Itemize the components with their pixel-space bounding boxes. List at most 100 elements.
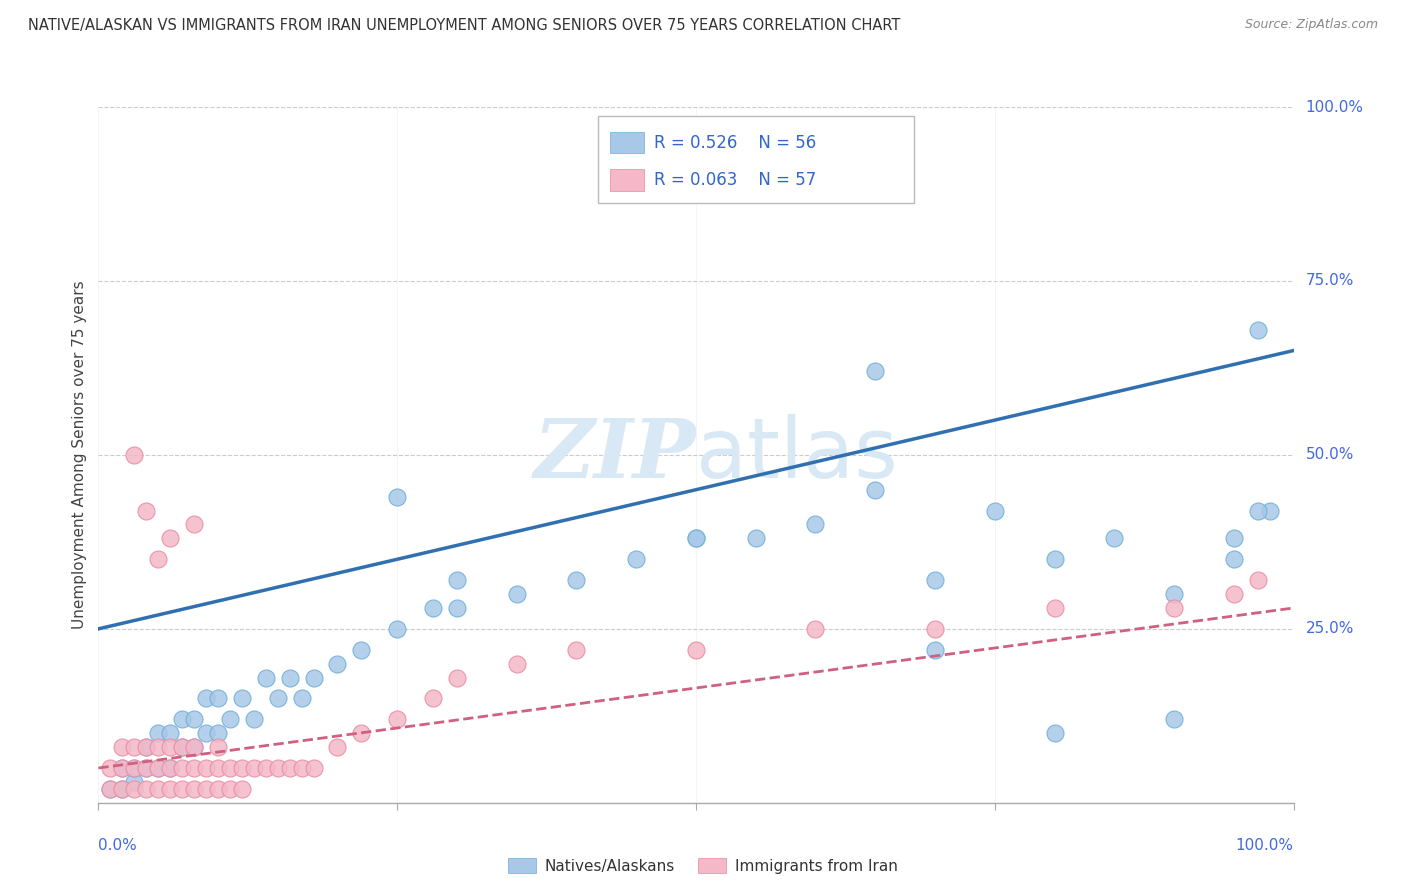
Point	[98, 761, 122, 775]
Point	[254, 671, 277, 685]
Point	[159, 761, 181, 775]
Point	[159, 781, 181, 796]
Point	[111, 740, 134, 755]
Text: atlas: atlas	[696, 415, 897, 495]
Point	[278, 671, 301, 685]
Text: 0.0%: 0.0%	[98, 838, 138, 853]
Point	[685, 532, 707, 546]
Point	[135, 761, 157, 775]
Point	[326, 657, 349, 671]
Point	[172, 781, 194, 796]
Point	[98, 781, 122, 796]
Point	[1163, 601, 1185, 615]
Point	[148, 726, 170, 740]
Point	[385, 490, 409, 504]
Point	[183, 712, 205, 726]
Point	[159, 740, 181, 755]
Point	[231, 691, 253, 706]
Point	[1246, 503, 1268, 517]
Point	[624, 552, 647, 566]
Text: ZIP: ZIP	[533, 415, 696, 495]
Point	[207, 781, 229, 796]
Point	[506, 657, 529, 671]
Text: NATIVE/ALASKAN VS IMMIGRANTS FROM IRAN UNEMPLOYMENT AMONG SENIORS OVER 75 YEARS : NATIVE/ALASKAN VS IMMIGRANTS FROM IRAN U…	[28, 18, 900, 33]
Point	[111, 781, 134, 796]
Point	[172, 761, 194, 775]
Text: R = 0.526    N = 56: R = 0.526 N = 56	[654, 134, 815, 152]
Text: 50.0%: 50.0%	[1305, 448, 1354, 462]
Point	[983, 503, 1005, 517]
Point	[111, 761, 134, 775]
Point	[219, 712, 242, 726]
Text: Source: ZipAtlas.com: Source: ZipAtlas.com	[1244, 18, 1378, 31]
Point	[172, 740, 194, 755]
Point	[231, 781, 253, 796]
Point	[124, 448, 146, 462]
Point	[135, 761, 157, 775]
Point	[924, 622, 946, 636]
Point	[1222, 587, 1246, 601]
Point	[148, 740, 170, 755]
Point	[1043, 601, 1066, 615]
Point	[148, 761, 170, 775]
Point	[565, 573, 588, 587]
Point	[326, 740, 349, 755]
Point	[506, 587, 529, 601]
Point	[350, 726, 373, 740]
Point	[135, 781, 157, 796]
Point	[148, 781, 170, 796]
Point	[219, 781, 242, 796]
Point	[98, 781, 122, 796]
Point	[1163, 587, 1185, 601]
Point	[924, 573, 946, 587]
Text: 25.0%: 25.0%	[1305, 622, 1354, 636]
Point	[172, 712, 194, 726]
Point	[183, 517, 205, 532]
Point	[124, 781, 146, 796]
Point	[863, 364, 886, 378]
Point	[135, 503, 157, 517]
Point	[159, 761, 181, 775]
Point	[278, 761, 301, 775]
Point	[135, 740, 157, 755]
Point	[804, 622, 827, 636]
Point	[446, 601, 468, 615]
Point	[745, 532, 768, 546]
Point	[207, 726, 229, 740]
Point	[207, 740, 229, 755]
Point	[1222, 532, 1246, 546]
Point	[422, 601, 444, 615]
Point	[243, 712, 266, 726]
Point	[124, 775, 146, 789]
Point	[1102, 532, 1125, 546]
Point	[446, 671, 468, 685]
Point	[183, 740, 205, 755]
Point	[863, 483, 886, 497]
Point	[446, 573, 468, 587]
Point	[924, 642, 946, 657]
Point	[1246, 323, 1268, 337]
Point	[124, 761, 146, 775]
Point	[124, 761, 146, 775]
Text: 100.0%: 100.0%	[1236, 838, 1294, 853]
Y-axis label: Unemployment Among Seniors over 75 years: Unemployment Among Seniors over 75 years	[72, 281, 87, 629]
Point	[194, 726, 217, 740]
Point	[183, 740, 205, 755]
Point	[385, 622, 409, 636]
Point	[1043, 726, 1066, 740]
Point	[804, 517, 827, 532]
Point	[207, 691, 229, 706]
Point	[302, 671, 325, 685]
Point	[135, 740, 157, 755]
Point	[159, 532, 181, 546]
Point	[685, 642, 707, 657]
Point	[267, 761, 290, 775]
Legend: Natives/Alaskans, Immigrants from Iran: Natives/Alaskans, Immigrants from Iran	[502, 852, 904, 880]
Text: R = 0.063    N = 57: R = 0.063 N = 57	[654, 171, 815, 189]
Point	[194, 781, 217, 796]
Point	[183, 761, 205, 775]
Point	[290, 691, 312, 706]
Point	[183, 781, 205, 796]
Point	[111, 781, 134, 796]
Point	[290, 761, 312, 775]
